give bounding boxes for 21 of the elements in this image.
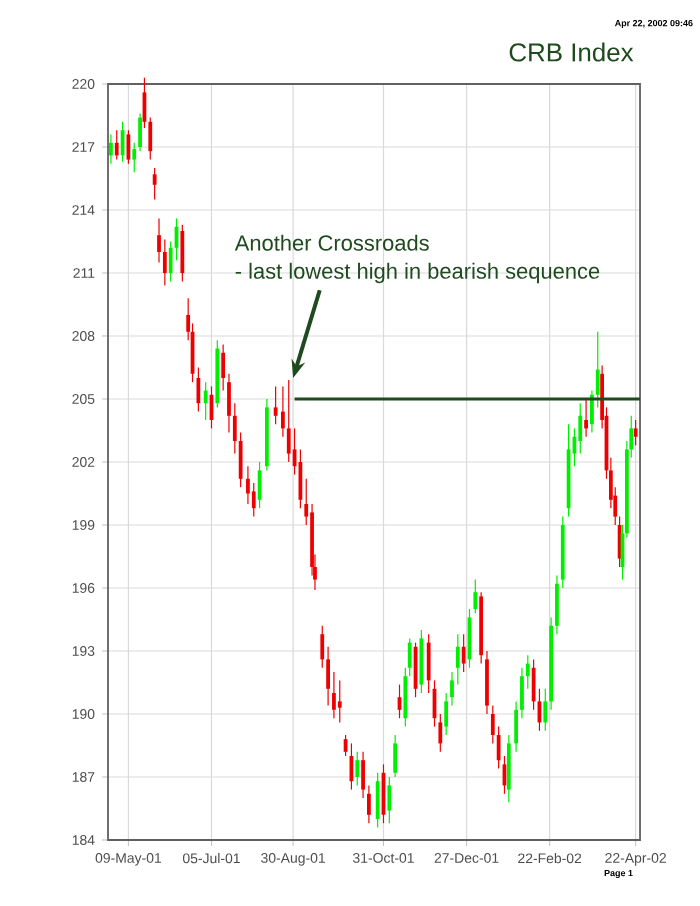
candlestick	[203, 381, 208, 421]
candlestick	[355, 751, 360, 786]
candlestick	[337, 679, 342, 723]
candlestick	[387, 776, 392, 824]
candlestick	[461, 633, 466, 673]
annotation: Another Crossroads	[234, 234, 429, 251]
candlestick	[506, 734, 511, 803]
annotation: - last lowest high in bearish sequence	[235, 262, 600, 284]
candlestick	[273, 385, 278, 425]
candlestick	[109, 133, 113, 165]
candlestick	[375, 772, 380, 828]
candlestick	[180, 224, 185, 282]
candlestick	[633, 419, 638, 446]
candlestick	[114, 129, 119, 161]
candlestick	[426, 633, 431, 694]
candlestick	[152, 167, 157, 201]
chart-title: CRB Index	[509, 42, 634, 62]
candlestick	[393, 734, 398, 778]
candlestick	[419, 629, 424, 694]
candlestick	[584, 398, 588, 438]
candlestick	[473, 578, 478, 614]
